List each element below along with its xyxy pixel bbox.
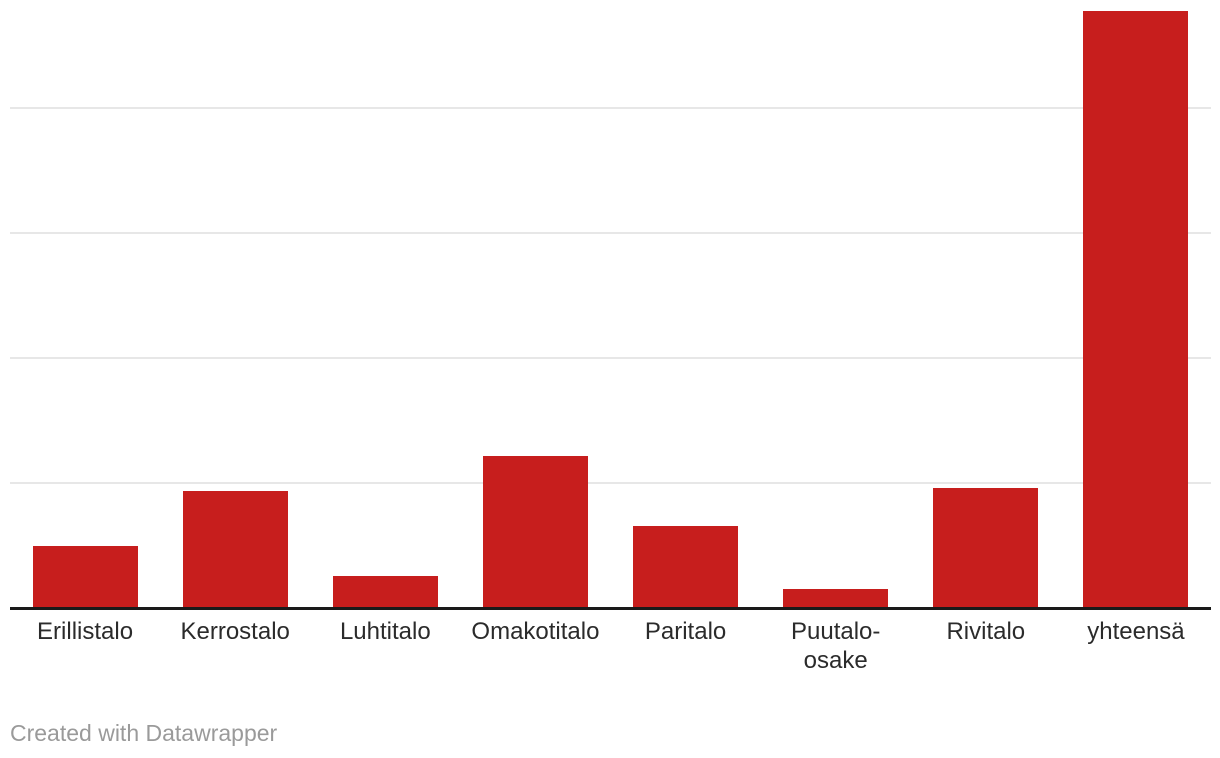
bar-luhtitalo xyxy=(332,575,438,608)
bar-erillistalo xyxy=(32,545,138,608)
attribution: Created with Datawrapper xyxy=(10,720,277,747)
bar-puutalo-osake xyxy=(783,589,889,608)
gridline-200 xyxy=(10,107,1211,109)
x-label-puutalo-osake: Puutalo-osake xyxy=(790,618,881,674)
bar-yhteensä xyxy=(1083,10,1189,608)
x-label-erillistalo: Erillistalo xyxy=(37,618,134,645)
bar-paritalo xyxy=(633,525,739,608)
x-label-omakotitalo: Omakotitalo xyxy=(471,618,600,645)
bar-rivitalo xyxy=(933,488,1039,608)
gridline-100 xyxy=(10,357,1211,359)
gridline-150 xyxy=(10,232,1211,234)
attribution-link[interactable]: Created with Datawrapper xyxy=(10,720,278,746)
x-label-rivitalo: Rivitalo xyxy=(946,618,1026,645)
gridline-50 xyxy=(10,482,1211,484)
x-axis-line xyxy=(10,607,1211,610)
x-label-yhteensä: yhteensä xyxy=(1087,618,1185,645)
x-label-kerrostalo: Kerrostalo xyxy=(180,618,290,645)
x-label-luhtitalo: Luhtitalo xyxy=(339,618,431,645)
x-label-paritalo: Paritalo xyxy=(644,618,727,645)
bar-omakotitalo xyxy=(482,455,588,608)
bar-kerrostalo xyxy=(182,490,288,608)
